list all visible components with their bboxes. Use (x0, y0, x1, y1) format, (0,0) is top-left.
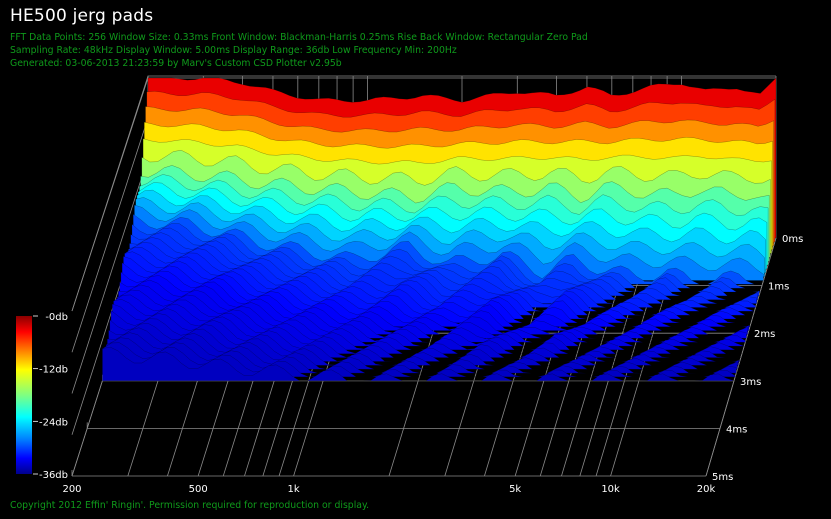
time-tick-label: 3ms (740, 377, 761, 388)
side-level-line (71, 157, 149, 394)
frequency-tick-label: 5k (509, 484, 521, 495)
frequency-tick-label: 500 (189, 484, 208, 495)
colorbar-labels: -0db -12db -24db -36db (33, 312, 68, 481)
frequency-tick-label: 1k (287, 484, 299, 495)
waterfall-slice (115, 289, 747, 339)
frequency-tick-label: 10k (601, 484, 620, 495)
time-tick-label: 2ms (754, 329, 775, 340)
colorbar-tick-label: -36db (39, 470, 68, 481)
side-level-line (71, 77, 149, 312)
time-tick-label: 1ms (768, 282, 789, 293)
frequency-tick-label: 20k (697, 484, 716, 495)
waterfall-slice (117, 284, 748, 335)
frequency-axis: 200 500 1k 5k 10k 20k (62, 484, 715, 495)
time-tick-label: 0ms (782, 234, 803, 245)
side-level-line (71, 117, 149, 353)
waterfall-slice (102, 346, 735, 381)
colorbar-tick-label: -24db (39, 417, 68, 428)
info-line-fft: FFT Data Points: 256 Window Size: 0.33ms… (10, 32, 588, 43)
floor-right-edge (705, 237, 777, 477)
time-axis: 0ms 1ms 2ms 3ms 4ms 5ms (712, 234, 803, 483)
time-tick-label: 4ms (726, 424, 747, 435)
info-line-sampling: Sampling Rate: 48kHz Display Window: 5.0… (10, 45, 457, 56)
info-line-generated: Generated: 03-06-2013 21:23:59 by Marv's… (10, 58, 342, 69)
waterfall-slice (107, 327, 739, 366)
waterfall-slice (108, 323, 740, 362)
chart-title: HE500 jerg pads (10, 6, 154, 26)
colorbar-tick-label: -0db (45, 312, 68, 323)
waterfall-slice (118, 279, 749, 331)
frequency-tick-label: 200 (62, 484, 81, 495)
time-tick-label: 5ms (712, 472, 733, 483)
copyright-notice: Copyright 2012 Effin' Ringin'. Permissio… (10, 500, 370, 511)
waterfall-surface (102, 77, 777, 381)
colorbar (16, 316, 32, 474)
colorbar-tick-label: -12db (39, 365, 68, 376)
